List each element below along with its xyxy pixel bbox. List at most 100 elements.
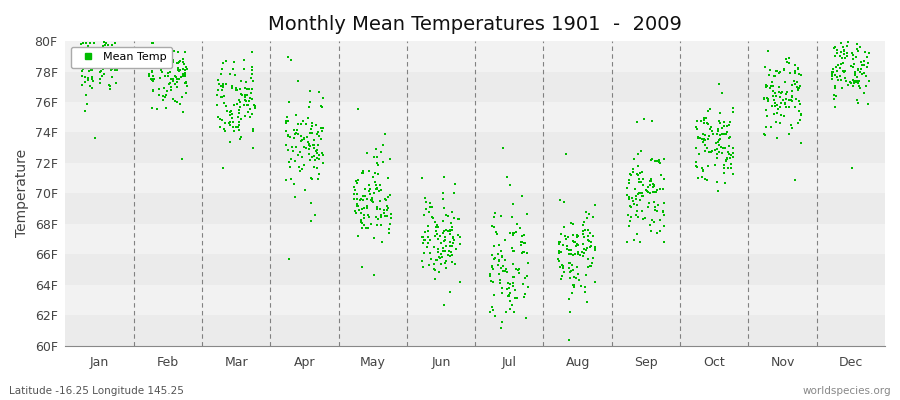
- Point: [348, 210, 363, 216]
- Point: [304, 200, 319, 206]
- Point: [485, 278, 500, 285]
- Point: [791, 86, 806, 93]
- Point: [760, 107, 774, 113]
- Point: [633, 197, 647, 204]
- Point: [788, 62, 802, 68]
- Point: [652, 228, 667, 234]
- Point: [843, 79, 858, 86]
- Point: [635, 190, 650, 196]
- Point: [76, 52, 91, 59]
- Point: [305, 129, 320, 136]
- Point: [357, 215, 372, 221]
- Point: [646, 182, 661, 188]
- Point: [644, 178, 658, 184]
- Point: [576, 221, 590, 228]
- Point: [829, 7, 843, 14]
- Point: [636, 176, 651, 182]
- Point: [788, 68, 802, 74]
- Point: [178, 70, 193, 76]
- Point: [503, 290, 517, 296]
- Point: [101, 42, 115, 49]
- Point: [240, 92, 255, 98]
- Point: [298, 186, 312, 193]
- Point: [94, 65, 108, 72]
- Point: [767, 72, 781, 79]
- Point: [631, 151, 645, 158]
- Point: [758, 64, 772, 70]
- Point: [444, 220, 458, 226]
- Point: [418, 237, 432, 244]
- Point: [101, 58, 115, 65]
- Point: [80, 56, 94, 62]
- Point: [350, 201, 365, 207]
- Point: [110, 65, 124, 71]
- Point: [697, 138, 711, 145]
- Point: [623, 171, 637, 177]
- Point: [506, 231, 520, 238]
- Point: [361, 188, 375, 195]
- Point: [794, 71, 808, 78]
- Point: [245, 64, 259, 70]
- Point: [624, 214, 638, 221]
- Point: [830, 47, 844, 53]
- Point: [760, 83, 774, 89]
- Point: [845, 64, 859, 70]
- Point: [850, 80, 865, 87]
- Point: [364, 198, 379, 204]
- Point: [374, 213, 388, 220]
- Point: [445, 224, 459, 231]
- Point: [230, 124, 244, 130]
- Point: [163, 54, 177, 61]
- Point: [362, 168, 376, 174]
- Point: [487, 223, 501, 230]
- Point: [500, 268, 514, 275]
- Point: [710, 146, 724, 152]
- Point: [232, 127, 247, 133]
- Point: [166, 76, 180, 82]
- Point: [244, 75, 258, 81]
- Point: [103, 48, 117, 54]
- Point: [499, 266, 513, 272]
- Point: [562, 275, 577, 281]
- Point: [485, 262, 500, 269]
- Point: [572, 277, 586, 284]
- Point: [563, 220, 578, 226]
- Point: [238, 85, 252, 92]
- Point: [567, 282, 581, 289]
- Point: [356, 193, 370, 200]
- Point: [491, 251, 505, 258]
- Point: [552, 239, 566, 245]
- Point: [380, 203, 394, 210]
- Point: [845, 50, 859, 56]
- Point: [715, 125, 729, 131]
- Point: [626, 201, 641, 208]
- Point: [359, 149, 374, 156]
- Point: [849, 78, 863, 84]
- Point: [793, 112, 807, 119]
- Point: [241, 109, 256, 116]
- Point: [562, 296, 576, 302]
- Point: [492, 280, 507, 286]
- Point: [837, 69, 851, 75]
- Point: [644, 156, 659, 162]
- Point: [240, 102, 255, 108]
- Point: [92, 64, 106, 71]
- Point: [566, 252, 580, 258]
- Point: [708, 147, 723, 154]
- Point: [284, 56, 299, 63]
- Point: [516, 281, 530, 287]
- Point: [221, 120, 236, 126]
- Point: [770, 92, 784, 99]
- Point: [428, 224, 443, 230]
- Point: [245, 49, 259, 55]
- Point: [507, 309, 521, 316]
- Point: [552, 258, 566, 264]
- Point: [827, 92, 842, 98]
- Point: [179, 66, 194, 72]
- Point: [430, 257, 445, 263]
- Point: [108, 79, 122, 86]
- Point: [441, 252, 455, 258]
- Point: [435, 253, 449, 260]
- Point: [491, 271, 506, 277]
- Point: [571, 232, 585, 238]
